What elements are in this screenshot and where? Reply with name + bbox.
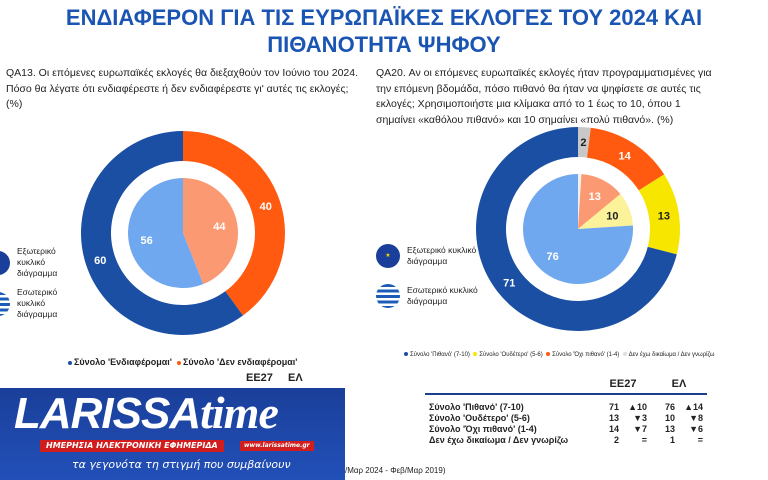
series-legend-right: Σύνολο 'Πιθανό' (7-10) Σύνολο 'Ουδέτερο'…: [404, 352, 714, 358]
inner-slice: [523, 174, 633, 284]
q2-line: εκλογές; Χρησιμοποιήστε μια κλίμακα από …: [376, 98, 681, 110]
outer-slice: [476, 127, 677, 331]
table1-header-eu: ΕΕ27: [246, 372, 273, 384]
header-eu: ΕΕ27: [595, 378, 651, 395]
legend-dot: [404, 352, 408, 357]
legend-outer-ring-right: ★ Εξωτερικό κυκλικό διάγραμμα: [376, 244, 482, 268]
inner-slice: [183, 178, 239, 285]
outer-slice: [81, 131, 243, 335]
inner-data-label: 44: [213, 221, 226, 233]
q2-line: την επόμενη βδομάδα, πόσο πιθανό θα ήταν…: [376, 82, 701, 95]
inner-slice: [578, 193, 633, 229]
larissatime-banner[interactable]: LARISSAtime ΗΜΕΡΗΣΙΑ ΗΛΕΚΤΡΟΝΙΚΗ ΕΦΗΜΕΡΙ…: [0, 388, 345, 480]
q2-line: QA20. Αν οι επόμενες ευρωπαϊκές εκλογές …: [376, 67, 712, 79]
eu-change: =: [641, 435, 647, 445]
eu-value: 13: [608, 413, 619, 423]
legend-item: Σύνολο 'Ουδέτερο' (5-6): [479, 352, 543, 358]
banner-url: www.larissatime.gr: [240, 441, 314, 451]
outer-slice: [587, 127, 665, 191]
eu-flag-icon: ★: [0, 250, 10, 275]
donut-chart-likelihood: 21413711131076: [476, 127, 680, 331]
series-legend-left: Σύνολο 'Ενδιαφέρομαι' Σύνολο 'Δεν ενδιαφ…: [68, 356, 297, 368]
gr-change: ▲14: [684, 402, 703, 412]
logo-time: time: [200, 388, 279, 438]
legend-inner-ring-right: Εσωτερικό κυκλικό διάγραμμα: [376, 284, 482, 308]
outer-data-label: 40: [260, 201, 272, 213]
gr-value: 1: [669, 435, 675, 445]
gr-value: 76: [664, 402, 675, 412]
legend-dot: [473, 352, 478, 357]
greek-flag-icon: [376, 284, 400, 308]
row-label: Σύνολο 'Ουδέτερο' (5-6): [429, 413, 530, 423]
inner-slice: [128, 178, 204, 288]
legend-item: Δεν έχω δικαίωμα / Δεν γνωρίζω: [628, 352, 715, 358]
outer-data-label: 14: [618, 151, 631, 163]
donut-chart-interest: 40 60 44 56: [81, 131, 285, 335]
gr-change: ▼8: [689, 413, 703, 423]
inner-data-label: 13: [589, 191, 601, 203]
source-note: /Μαρ 2024 - Φεβ/Μαρ 2019): [345, 466, 446, 475]
outer-slice: [638, 174, 680, 255]
legend-label: Εξωτερικό κυκλικό διάγραμμα: [407, 245, 477, 266]
legend-label: Εσωτερικό κυκλικό διάγραμμα: [17, 287, 58, 319]
eu-value: 2: [613, 435, 619, 445]
outer-slice: [578, 127, 591, 158]
banner-subtitle: ΗΜΕΡΗΣΙΑ ΗΛΕΚΤΡΟΝΙΚΗ ΕΦΗΜΕΡΙΔΑ: [40, 440, 224, 452]
row-label: Δεν έχω δικαίωμα / Δεν γνωρίζω: [429, 435, 569, 445]
gr-value: 10: [664, 413, 675, 423]
larissatime-logo: LARISSAtime: [14, 388, 279, 438]
inner-slice: [578, 174, 621, 229]
legend-dot: [68, 360, 72, 365]
inner-data-label: 56: [141, 235, 153, 247]
legend-item: Σύνολο 'Ενδιαφέρομαι': [74, 357, 172, 367]
gr-change: ▼6: [689, 424, 703, 434]
header-gr: ΕΛ: [651, 378, 707, 395]
question-qa13: QA13. Οι επόμενες ευρωπαϊκές εκλογές θα …: [6, 67, 359, 110]
gr-change: =: [697, 435, 703, 445]
title-line-2: ΠΙΘΑΝΟΤΗΤΑ ΨΗΦΟΥ: [267, 32, 501, 57]
logo-main: LARISSA: [14, 389, 201, 438]
inner-data-label: 10: [606, 210, 618, 222]
outer-data-label: 13: [658, 210, 670, 222]
outer-data-label: 2: [580, 137, 586, 149]
title-line-1: ΕΝΔΙΑΦΕΡΟΝ ΓΙΑ ΤΙΣ ΕΥΡΩΠΑΪΚΕΣ ΕΚΛΟΓΕΣ ΤΟ…: [65, 5, 703, 30]
eu-value: 14: [608, 424, 619, 434]
row-label: Σύνολο 'Πιθανό' (7-10): [429, 402, 524, 412]
legend-inner-ring-left: Εσωτερικό κυκλικό διάγραμμα: [0, 287, 85, 320]
outer-data-label: 60: [94, 255, 106, 267]
legend-dot: [622, 352, 627, 357]
legend-label: Εξωτερικό κυκλικό διάγραμμα: [17, 246, 58, 278]
legend-item: Σύνολο 'Πιθανό' (7-10): [410, 352, 470, 358]
table-row: Δεν έχω δικαίωμα / Δεν γνωρίζω 2 = 1 =: [425, 435, 707, 446]
inner-slice: [578, 174, 582, 229]
page-title: ΕΝΔΙΑΦΕΡΟΝ ΓΙΑ ΤΙΣ ΕΥΡΩΠΑΪΚΕΣ ΕΚΛΟΓΕΣ ΤΟ…: [0, 4, 768, 58]
eu-change: ▼3: [633, 413, 647, 423]
eu-flag-icon: ★: [376, 244, 400, 268]
eu-change: ▼7: [633, 424, 647, 434]
inner-data-label: 76: [547, 251, 559, 263]
likelihood-table: ΕΕ27 ΕΛ Σύνολο 'Πιθανό' (7-10) 71 ▲10 76 ▲14 …: [425, 378, 707, 446]
legend-outer-ring-left: ★ Εξωτερικό κυκλικό διάγραμμα: [0, 246, 85, 279]
banner-tagline: τα γεγονότα τη στιγμή που συμβαίνουν: [72, 458, 291, 471]
outer-slice: [183, 131, 285, 316]
question-qa20: QA20. Αν οι επόμενες ευρωπαϊκές εκλογές …: [376, 66, 768, 128]
legend-dot: [176, 360, 181, 365]
greek-flag-icon: [0, 291, 10, 316]
q2-line: σημαίνει «καθόλου πιθανό» και 10 σημαίνε…: [376, 113, 674, 126]
legend-item: Σύνολο 'Δεν ενδιαφέρομαι': [182, 357, 298, 367]
legend-label: Εσωτερικό κυκλικό διάγραμμα: [407, 285, 478, 306]
legend-item: Σύνολο 'Όχι πιθανό' (1-4): [552, 352, 620, 358]
eu-change: ▲10: [628, 402, 647, 412]
eu-value: 71: [608, 402, 619, 412]
legend-dot: [546, 352, 551, 357]
table-row: Σύνολο 'Ουδέτερο' (5-6) 13 ▼3 10 ▼8: [425, 413, 707, 424]
row-label: Σύνολο 'Όχι πιθανό' (1-4): [429, 424, 537, 434]
table-row: Σύνολο 'Πιθανό' (7-10) 71 ▲10 76 ▲14: [425, 402, 707, 413]
outer-data-label: 71: [503, 277, 515, 289]
table1-header-gr: ΕΛ: [288, 372, 303, 384]
table-row: Σύνολο 'Όχι πιθανό' (1-4) 14 ▼7 13 ▼6: [425, 424, 707, 435]
gr-value: 13: [664, 424, 675, 434]
